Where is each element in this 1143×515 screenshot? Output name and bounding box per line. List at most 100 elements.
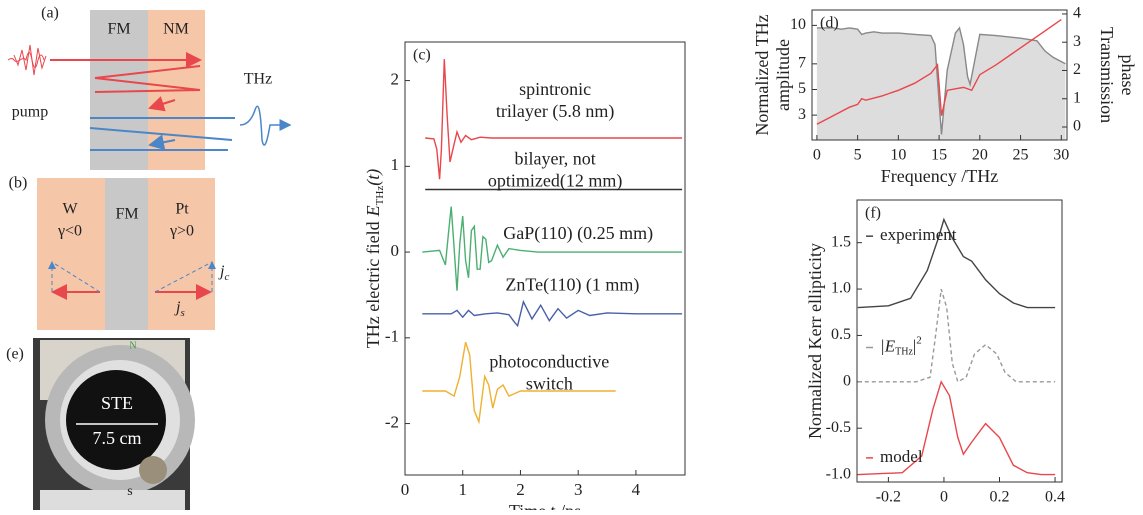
label: Pt (175, 201, 189, 218)
panel-tag: (e) (6, 346, 24, 363)
series-label: |E (880, 336, 896, 355)
x-tick-label: 10 (890, 147, 906, 164)
panel-tag: (a) (41, 5, 59, 22)
label: NM (163, 21, 189, 38)
arrow (89, 117, 235, 150)
panel-a: (a) FM NM pump THz (7, 5, 292, 170)
aperture (66, 370, 166, 470)
y-axis-label: E (363, 205, 383, 217)
x-tick-label: 15 (931, 147, 947, 164)
pump-pulse-osc (13, 44, 47, 76)
series-line (816, 19, 1062, 125)
y-axis-label: amplitude (773, 39, 793, 111)
y-axis-label: Normalized THz (752, 14, 772, 135)
y-tick-label: 1.0 (831, 280, 851, 297)
series-line (816, 26, 1066, 135)
magnet (139, 456, 167, 484)
y-tick-label: 10 (790, 16, 806, 33)
label: pump (12, 104, 48, 121)
label: s (180, 307, 184, 319)
y-axis-label: THz electric field (363, 221, 383, 348)
panel-e: (e) STE 7.5 cm N s (6, 338, 195, 510)
series-line (857, 288, 1056, 383)
series-label: spintronic (519, 79, 591, 99)
series-label: |ETHz|2 (880, 334, 922, 358)
panel-b: (b) W γ<0 FM Pt γ>0 jc js (9, 175, 229, 330)
fm-layer (105, 178, 148, 330)
x-tick-label: 1 (458, 480, 467, 499)
label: j (174, 299, 181, 316)
label: s (127, 484, 132, 499)
y-tick-label: -1 (385, 327, 399, 346)
label: W (62, 201, 78, 218)
y2-tick-label: 3 (1073, 33, 1081, 50)
panel-tag: (f) (865, 205, 881, 222)
panel-tag: (c) (413, 47, 431, 64)
series-label: THz (895, 347, 913, 358)
series-label: optimized(12 mm) (488, 170, 622, 191)
x-axis-label: Time t /ps (509, 501, 581, 510)
series-line (857, 380, 1056, 476)
base (40, 490, 185, 510)
label: N (129, 340, 136, 351)
x-axis-label: Frequency /THz (881, 166, 998, 186)
x-tick-label: 4 (632, 480, 641, 499)
x-tick-label: 25 (1013, 147, 1029, 164)
x-tick-label: 0 (813, 147, 821, 164)
y-tick-label: -1.0 (826, 465, 851, 482)
series-label: trilayer (5.8 nm) (496, 101, 614, 122)
label: THz (244, 71, 272, 88)
series-label: | (913, 336, 916, 355)
series-line (857, 217, 1056, 309)
y-tick-label: 1 (391, 155, 400, 174)
label: j (218, 263, 225, 280)
series-label: 2 (916, 334, 922, 346)
y-tick-label: 0 (391, 241, 400, 260)
x-tick-label: 5 (854, 147, 862, 164)
series-label: GaP(110) (0.25 mm) (503, 223, 653, 244)
y-axis-label: (t) (363, 169, 384, 186)
y2-tick-label: 1 (1073, 89, 1081, 106)
y2-axis-label: phase (1118, 55, 1138, 96)
series-line (422, 341, 616, 425)
x-tick-label: 0.2 (990, 489, 1010, 506)
y2-tick-label: 0 (1073, 118, 1081, 135)
y-axis-label: THz (374, 186, 386, 206)
label: γ<0 (57, 223, 82, 240)
label: 7.5 cm (93, 428, 142, 448)
label: c (224, 271, 229, 283)
x-tick-label: 2 (516, 480, 525, 499)
x-tick-label: 0.4 (1045, 489, 1065, 506)
label: FM (115, 206, 138, 223)
label: FM (107, 21, 130, 38)
y-tick-label: 7 (798, 55, 806, 72)
thz-pulse (239, 105, 292, 146)
y-tick-label: -2 (385, 412, 399, 431)
y-tick-label: 0.5 (831, 326, 851, 343)
label: STE (101, 393, 133, 413)
panel-tag: (d) (820, 15, 839, 32)
series-line (425, 59, 683, 180)
y-tick-label: 3 (798, 106, 806, 123)
label: jc (218, 263, 229, 283)
arrow (154, 261, 213, 293)
arrow (94, 65, 201, 108)
y-axis-label: Normalized Kerr ellipticity (805, 243, 825, 439)
pt-layer (148, 178, 215, 330)
y-tick-label: 1.5 (831, 233, 851, 250)
panel-tag: (b) (9, 175, 28, 192)
series-line (422, 299, 683, 328)
label: js (174, 299, 185, 319)
series-label: ZnTe(110) (1 mm) (505, 274, 639, 295)
x-tick-label: 20 (972, 147, 988, 164)
plot-frame (856, 199, 1063, 483)
arrow (51, 261, 101, 293)
y2-tick-label: 2 (1073, 61, 1081, 78)
x-tick-label: 0 (401, 480, 410, 499)
w-layer (37, 178, 105, 330)
y-tick-label: 0 (843, 372, 851, 389)
x-tick-label: 0 (940, 489, 948, 506)
y2-tick-label: 4 (1073, 5, 1081, 22)
pump-pulse (7, 52, 45, 68)
